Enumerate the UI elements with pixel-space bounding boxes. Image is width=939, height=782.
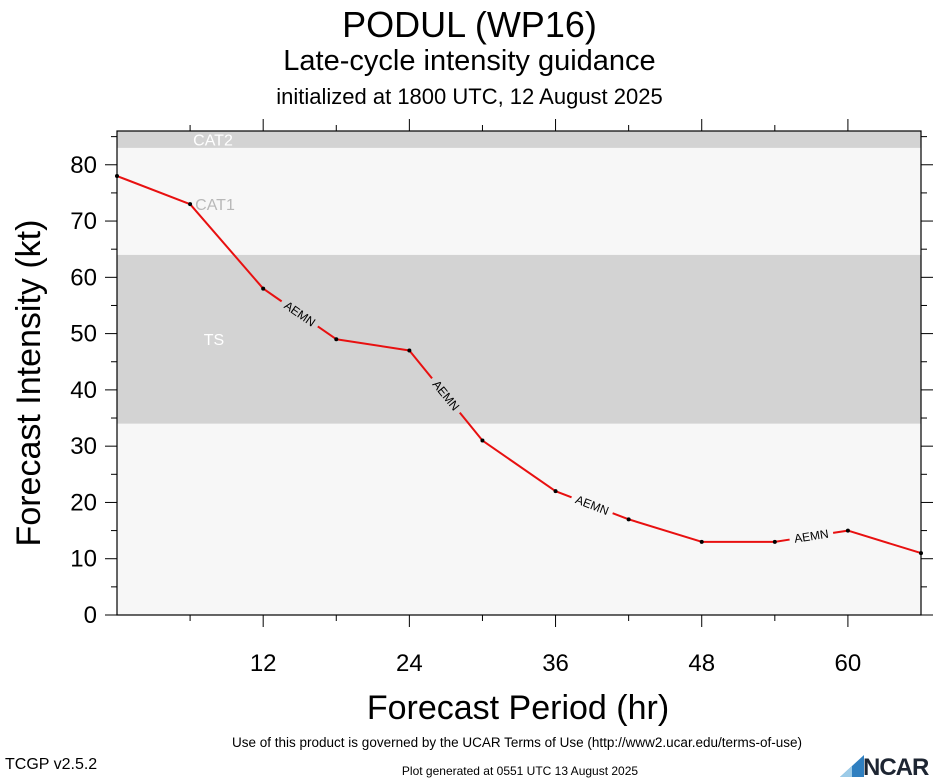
band-label-cat2: CAT2 (193, 132, 233, 149)
series-line-segment (458, 411, 484, 442)
series-line-segment (832, 529, 849, 534)
series-line-segment (628, 518, 703, 543)
chart-title: PODUL (WP16) (342, 4, 597, 45)
generated-time-text: Plot generated at 0551 UTC 13 August 202… (401, 764, 639, 778)
y-tick-label: 20 (70, 489, 97, 516)
y-tick-label: 50 (70, 321, 97, 348)
data-point (845, 528, 850, 533)
chart-subtitle: Late-cycle intensity guidance (283, 45, 656, 77)
data-point (772, 539, 777, 544)
band-ts (117, 254, 921, 424)
y-tick-label: 80 (70, 152, 97, 179)
ncar-logo: NCAR (838, 751, 938, 781)
band-label-ts: TS (204, 332, 224, 349)
y-tick-label: 40 (70, 377, 97, 404)
series-line-segment (189, 203, 264, 290)
data-point (919, 551, 923, 556)
series-line-segment (612, 512, 629, 521)
data-point (188, 202, 193, 207)
series-line-segment (847, 529, 922, 555)
band-cat1 (117, 147, 921, 255)
data-point (334, 337, 339, 342)
x-axis-label: Forecast Period (hr) (367, 689, 669, 727)
series-line-segment (336, 338, 410, 352)
intensity-chart: TS CAT1 CAT2 0 10 20 30 40 50 60 70 80 12 24 36 48 60 For… (10, 119, 933, 727)
x-tick-label: 36 (542, 650, 569, 677)
data-point (261, 286, 266, 291)
y-tick-label: 60 (70, 264, 97, 291)
data-point (407, 348, 412, 353)
y-tick-label: 0 (84, 602, 97, 629)
y-axis-label: Forecast Intensity (kt) (10, 220, 48, 547)
data-point (480, 438, 485, 443)
data-point (553, 489, 558, 494)
version-text: TCGP v2.5.2 (5, 756, 98, 773)
y-tick-label: 10 (70, 546, 97, 573)
x-tick-label: 48 (688, 650, 715, 677)
chart-init-time: initialized at 1800 UTC, 12 August 2025 (276, 84, 663, 109)
x-tick-label: 12 (250, 650, 277, 677)
series-line-segment (555, 490, 572, 499)
series-line-segment (774, 538, 790, 543)
band-cat2 (117, 131, 921, 148)
series-inline-label: AEMN (793, 527, 829, 546)
series-line-segment (481, 439, 557, 493)
ncar-logo-text: NCAR (863, 754, 929, 781)
x-tick-label: 60 (835, 650, 862, 677)
y-tick-label: 30 (70, 433, 97, 460)
y-tick-label: 70 (70, 208, 97, 235)
terms-of-use-text: Use of this product is governed by the U… (232, 735, 802, 750)
plot-frame (116, 130, 922, 616)
data-point (115, 174, 119, 179)
ncar-logo-mark-icon (840, 755, 864, 777)
x-tick-label: 24 (396, 650, 423, 677)
data-point (626, 517, 631, 522)
data-point (699, 539, 704, 544)
series-line-segment (408, 349, 433, 380)
series-line-segment (317, 325, 337, 341)
series-line-segment (116, 175, 191, 206)
band-label-cat1: CAT1 (195, 197, 235, 214)
series-line-segment (262, 287, 283, 303)
